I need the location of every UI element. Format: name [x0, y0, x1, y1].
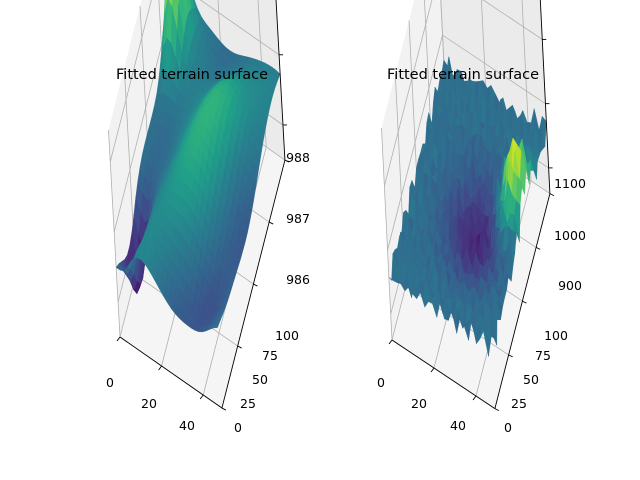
y-tick-label: 0: [234, 420, 242, 435]
y-tick-label: 100: [275, 328, 299, 343]
left-chart-title: Fitted terrain surface: [116, 67, 268, 83]
y-tick-mark: [237, 345, 242, 349]
x-tick-label: 40: [179, 418, 195, 433]
y-tick-label: 0: [504, 420, 512, 435]
y-tick-mark: [253, 283, 258, 287]
z-axis-line: [539, 0, 551, 194]
x-tick-mark: [388, 339, 393, 345]
surface-patch: [213, 320, 221, 329]
right-surface-plot: 0 20 40 0 25 50 75 100 900 1000 1100 Fitted terrai…: [377, 0, 586, 435]
gridline-z: [109, 0, 152, 162]
x-tick-label: 40: [450, 418, 466, 433]
x-tick-mark: [116, 336, 121, 342]
x-tick-label: 20: [141, 396, 157, 411]
gridline-z: [384, 0, 543, 186]
z-tick-label: 1100: [554, 176, 586, 191]
y-tick-mark: [508, 354, 513, 358]
y-tick-mark: [522, 300, 527, 304]
y-tick-mark: [221, 407, 227, 411]
y-tick-mark: [284, 159, 290, 163]
x-tick-mark: [158, 365, 162, 371]
z-tick-label: 988: [286, 150, 310, 165]
y-tick-label: 50: [252, 372, 268, 387]
right-chart-title: Fitted terrain surface: [387, 67, 539, 83]
z-tick-label: 900: [558, 278, 582, 293]
x-tick-label: 0: [106, 375, 114, 390]
gridline-z: [113, 0, 280, 232]
right-ticks: 0 20 40 0 25 50 75 100 900 1000 1100: [377, 38, 586, 435]
x-tick-mark: [199, 394, 204, 400]
y-tick-label: 50: [523, 372, 539, 387]
y-tick-mark: [549, 193, 555, 197]
x-axis-line: [391, 339, 496, 409]
x-tick-label: 0: [377, 375, 385, 390]
z-tick-label: 986: [286, 272, 310, 287]
y-tick-label: 25: [240, 396, 256, 411]
x-tick-mark: [430, 367, 435, 373]
x-tick-mark: [472, 395, 477, 401]
z-tick-label: 1000: [554, 228, 586, 243]
y-tick-mark: [535, 246, 541, 250]
z-tick-label: 987: [286, 211, 310, 226]
left-surface-plot: 0 20 40 0 25 50 75 100 986 987 988 Fitted terrain …: [106, 0, 310, 435]
y-tick-label: 25: [511, 396, 527, 411]
right-surface: [388, 56, 547, 357]
y-tick-mark: [268, 221, 274, 225]
x-tick-label: 20: [411, 396, 427, 411]
y-tick-label: 75: [262, 348, 278, 363]
left-ticks: 0 20 40 0 25 50 75 100 986 987 988: [106, 54, 310, 435]
y-tick-label: 100: [544, 328, 568, 343]
z-axis-line: [275, 0, 286, 161]
y-tick-mark: [494, 408, 500, 412]
surface-patch: [488, 326, 495, 357]
x-axis-line: [119, 336, 223, 409]
y-tick-label: 75: [535, 348, 551, 363]
left-surface: [115, 0, 281, 333]
gridline-z: [387, 34, 546, 251]
